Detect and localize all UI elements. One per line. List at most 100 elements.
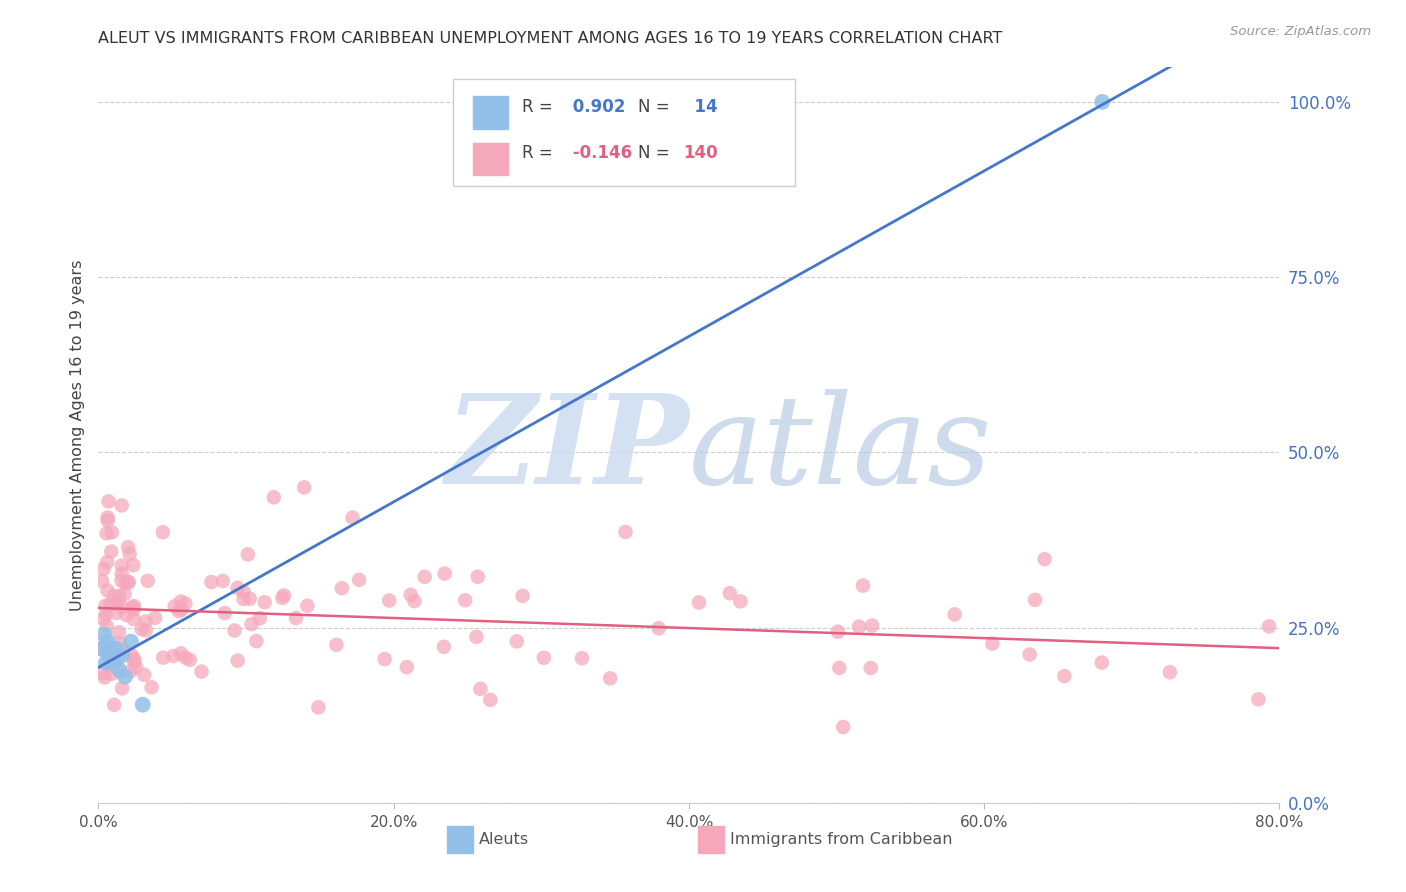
Point — [163, 599, 186, 614]
Text: R =: R = — [523, 98, 553, 116]
Point — [114, 576, 136, 591]
Point — [122, 558, 145, 573]
Point — [114, 587, 136, 601]
Point — [124, 652, 146, 666]
Point — [100, 658, 122, 673]
Point — [124, 656, 146, 670]
Point — [96, 634, 118, 648]
Point — [848, 620, 870, 634]
Point — [479, 693, 502, 707]
Text: 140: 140 — [683, 145, 717, 162]
Point — [93, 670, 115, 684]
Point — [93, 562, 115, 576]
Point — [253, 595, 276, 609]
Point — [110, 574, 132, 588]
Point — [122, 612, 145, 626]
Point — [91, 666, 114, 681]
Point — [100, 544, 122, 558]
Point — [571, 651, 593, 665]
Point — [115, 607, 138, 622]
Point — [200, 575, 222, 590]
Y-axis label: Unemployment Among Ages 16 to 19 years: Unemployment Among Ages 16 to 19 years — [69, 260, 84, 610]
Point — [347, 573, 370, 587]
Text: 0.902: 0.902 — [567, 98, 626, 116]
Point — [271, 591, 294, 605]
Point — [108, 663, 131, 677]
Point — [307, 700, 329, 714]
Point — [174, 650, 197, 665]
Text: Aleuts: Aleuts — [478, 832, 529, 847]
Point — [170, 602, 193, 616]
Point — [232, 585, 254, 599]
Point — [730, 594, 752, 608]
Point — [111, 648, 134, 663]
Point — [114, 670, 136, 684]
Point — [297, 599, 319, 613]
Point — [174, 597, 197, 611]
Point — [325, 638, 347, 652]
Point — [211, 574, 233, 588]
Point — [1091, 656, 1114, 670]
Point — [226, 654, 249, 668]
Text: R =: R = — [523, 145, 553, 162]
Point — [136, 574, 159, 588]
Point — [454, 593, 477, 607]
Point — [404, 594, 426, 608]
Point — [118, 547, 141, 561]
Point — [122, 602, 145, 616]
Point — [111, 499, 134, 513]
Point — [111, 558, 134, 573]
Point — [105, 606, 128, 620]
Point — [91, 641, 114, 656]
Point — [1159, 665, 1181, 680]
Point — [121, 648, 143, 663]
Point — [96, 526, 118, 541]
Point — [263, 491, 285, 505]
Bar — [472, 96, 508, 128]
Point — [117, 540, 139, 554]
Point — [859, 661, 882, 675]
Point — [97, 513, 120, 527]
Point — [100, 666, 122, 681]
Point — [132, 698, 155, 712]
Point — [981, 636, 1004, 650]
Point — [96, 583, 118, 598]
Point — [506, 634, 529, 648]
Point — [121, 600, 143, 615]
Point — [118, 575, 141, 590]
Point — [249, 611, 271, 625]
Point — [190, 665, 212, 679]
Point — [170, 646, 193, 660]
Point — [533, 650, 555, 665]
Point — [433, 640, 456, 654]
Point — [718, 586, 741, 600]
Point — [647, 621, 669, 635]
Point — [860, 618, 883, 632]
Point — [125, 659, 148, 673]
FancyBboxPatch shape — [453, 79, 796, 186]
Bar — [447, 826, 472, 853]
Text: ALEUT VS IMMIGRANTS FROM CARIBBEAN UNEMPLOYMENT AMONG AGES 16 TO 19 YEARS CORREL: ALEUT VS IMMIGRANTS FROM CARIBBEAN UNEMP… — [98, 31, 1002, 46]
Point — [90, 641, 112, 656]
Point — [292, 480, 315, 494]
Point — [162, 648, 184, 663]
Text: atlas: atlas — [689, 389, 993, 510]
Point — [1053, 669, 1076, 683]
Point — [111, 681, 134, 696]
Point — [98, 641, 121, 656]
Point — [111, 566, 134, 581]
Point — [378, 593, 401, 607]
Point — [828, 661, 851, 675]
Point — [97, 510, 120, 524]
Point — [232, 591, 254, 606]
Point — [152, 525, 174, 540]
Text: -0.146: -0.146 — [567, 145, 633, 162]
Point — [1091, 95, 1114, 109]
Point — [94, 656, 117, 670]
Point — [374, 652, 396, 666]
Point — [111, 600, 134, 615]
Point — [832, 720, 855, 734]
Point — [943, 607, 966, 622]
Point — [240, 617, 263, 632]
Point — [120, 634, 142, 648]
